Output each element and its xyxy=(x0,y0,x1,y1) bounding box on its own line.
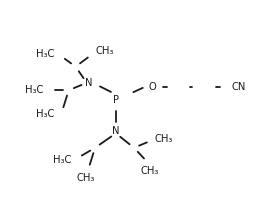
Text: H₃C: H₃C xyxy=(25,85,44,95)
Text: P: P xyxy=(113,95,119,105)
Text: N: N xyxy=(85,78,93,88)
Text: CH₃: CH₃ xyxy=(76,173,95,183)
Text: H₃C: H₃C xyxy=(36,109,55,119)
Text: CH₃: CH₃ xyxy=(140,166,158,176)
Text: H₃C: H₃C xyxy=(36,49,55,59)
Text: H₃C: H₃C xyxy=(53,155,71,165)
Text: N: N xyxy=(112,126,120,136)
Text: CH₃: CH₃ xyxy=(95,46,114,56)
Text: CN: CN xyxy=(231,82,246,92)
Text: O: O xyxy=(149,82,157,92)
Text: CH₃: CH₃ xyxy=(155,134,173,144)
